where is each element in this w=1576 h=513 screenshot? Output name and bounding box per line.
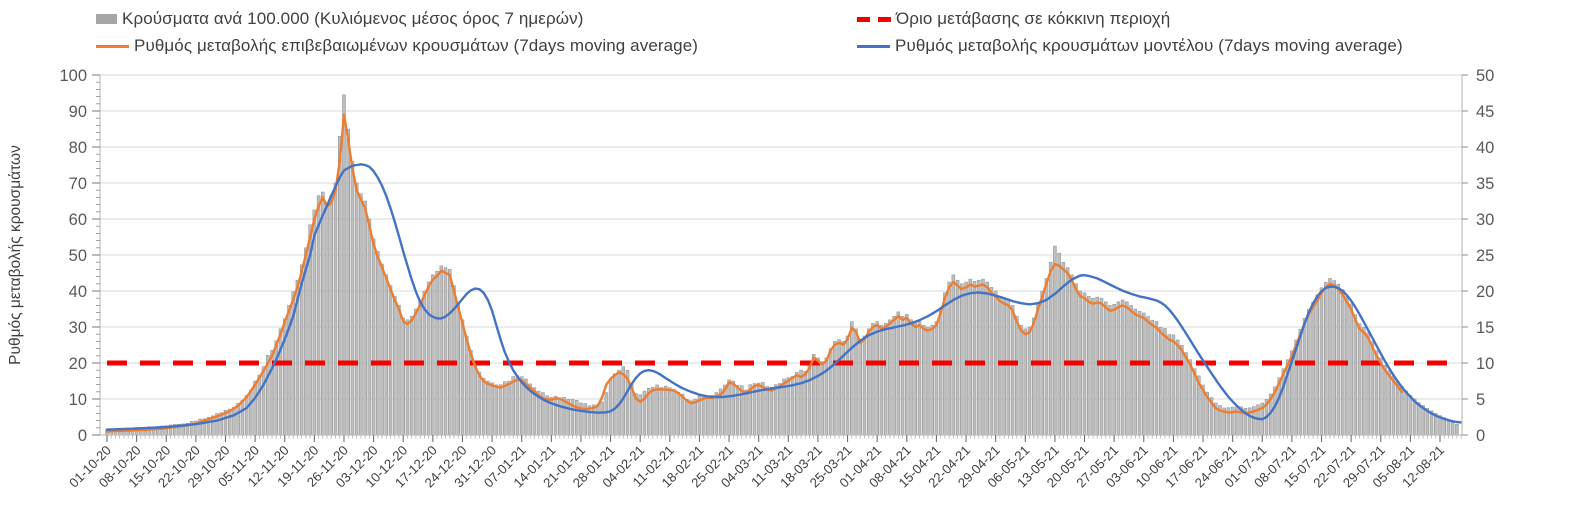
legend-label-confirmed-rate: Ρυθμός μεταβολής επιβεβαιωμένων κρουσμάτ… <box>134 36 699 55</box>
svg-text:70: 70 <box>69 175 87 193</box>
legend-blue-line-icon <box>857 44 890 48</box>
svg-text:10: 10 <box>69 391 87 409</box>
svg-text:5: 5 <box>1476 391 1485 409</box>
svg-text:20: 20 <box>69 355 87 373</box>
legend-item-cases-per-100k: Κρούσματα ανά 100.000 (Κυλιόμενος μέσος … <box>96 9 583 29</box>
legend-item-red-threshold: Όριο μετάβασης σε κόκκινη περιοχή <box>857 9 1170 29</box>
legend-item-confirmed-rate: Ρυθμός μεταβολής επιβεβαιωμένων κρουσμάτ… <box>96 36 698 56</box>
svg-text:20: 20 <box>1476 283 1494 301</box>
svg-text:35: 35 <box>1476 175 1494 193</box>
svg-text:40: 40 <box>69 283 87 301</box>
legend-red-dash-icon <box>857 16 891 22</box>
legend-label-model-rate: Ρυθμός μεταβολής κρουσμάτων μοντέλου (7d… <box>895 36 1403 55</box>
legend-item-model-rate: Ρυθμός μεταβολής κρουσμάτων μοντέλου (7d… <box>857 36 1403 56</box>
svg-text:30: 30 <box>1476 211 1494 229</box>
legend-bar-swatch-icon <box>96 14 117 24</box>
svg-text:15: 15 <box>1476 319 1494 337</box>
svg-text:10: 10 <box>1476 355 1494 373</box>
svg-text:60: 60 <box>69 211 87 229</box>
svg-text:0: 0 <box>1476 427 1485 445</box>
svg-text:0: 0 <box>78 427 87 445</box>
legend-orange-line-icon <box>96 44 129 48</box>
svg-text:25: 25 <box>1476 247 1494 265</box>
svg-text:50: 50 <box>1476 67 1494 85</box>
svg-text:50: 50 <box>69 247 87 265</box>
svg-text:90: 90 <box>69 103 87 121</box>
svg-text:45: 45 <box>1476 103 1494 121</box>
svg-text:80: 80 <box>69 139 87 157</box>
legend-label-red-threshold: Όριο μετάβασης σε κόκκινη περιοχή <box>896 9 1171 28</box>
svg-text:30: 30 <box>69 319 87 337</box>
legend-label-cases-per-100k: Κρούσματα ανά 100.000 (Κυλιόμενος μέσος … <box>122 9 584 28</box>
svg-text:100: 100 <box>59 67 87 85</box>
svg-text:40: 40 <box>1476 139 1494 157</box>
